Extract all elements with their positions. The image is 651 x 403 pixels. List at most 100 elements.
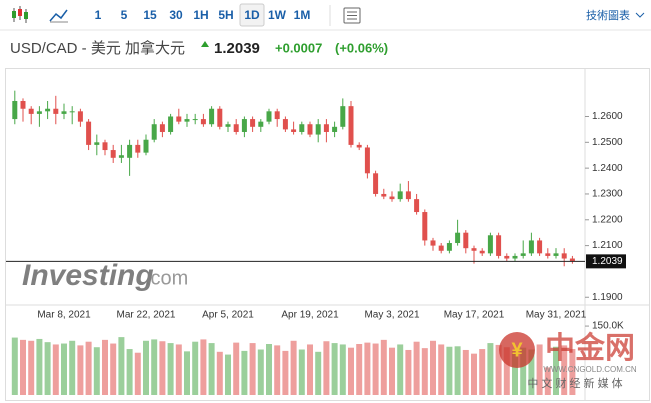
volume-bar xyxy=(134,352,141,395)
volume-bar xyxy=(257,349,264,395)
candle-body xyxy=(217,108,223,127)
candle-body xyxy=(36,111,42,114)
candle-body xyxy=(438,245,444,251)
candle-body xyxy=(241,119,247,132)
volume-bar xyxy=(274,345,281,395)
candle-body xyxy=(373,173,379,194)
candle-body xyxy=(471,248,477,251)
candle-body xyxy=(553,253,559,256)
volume-bar xyxy=(126,349,133,395)
volume-bar xyxy=(471,353,477,395)
volume-bar xyxy=(28,340,35,395)
up-arrow xyxy=(201,41,209,47)
candle-body xyxy=(430,240,436,246)
chevron[interactable] xyxy=(635,12,645,18)
x-tick-label: May 17, 2021 xyxy=(444,310,505,321)
y-tick-label: 1.2400 xyxy=(592,163,623,174)
candle-body xyxy=(28,108,34,114)
candle-body xyxy=(102,142,108,151)
settings-icon[interactable] xyxy=(343,7,361,24)
candle-body xyxy=(20,100,26,109)
candle-body xyxy=(307,124,313,135)
candle-body xyxy=(266,111,272,122)
y-tick-label: 1.2100 xyxy=(592,240,623,251)
volume-bar xyxy=(348,347,354,395)
volume-bar xyxy=(20,339,26,395)
volume-bar xyxy=(61,343,67,395)
volume-bar xyxy=(52,344,59,395)
candle-body xyxy=(323,124,329,132)
volume-bar xyxy=(249,343,256,395)
candle-body xyxy=(143,139,149,153)
volume-bar xyxy=(307,344,313,395)
y-tick-label: 1.2200 xyxy=(592,214,623,225)
volume-bar xyxy=(389,347,395,395)
interval-button[interactable]: 1W xyxy=(268,8,287,22)
interval-button[interactable]: 5H xyxy=(218,8,233,22)
volume-bar xyxy=(421,348,428,395)
volume-bar xyxy=(413,341,420,395)
candle-body xyxy=(405,191,411,200)
volume-bar xyxy=(372,343,379,395)
watermark-investing-suffix: .com xyxy=(145,267,188,289)
y-tick-label: 1.1900 xyxy=(592,292,623,303)
change-pct: (+0.06%) xyxy=(335,40,388,55)
volume-bar xyxy=(339,344,346,395)
candle-body xyxy=(225,124,231,127)
volume-bar xyxy=(184,351,190,395)
candle-body xyxy=(528,240,534,254)
chart-link[interactable]: 技術圖表 xyxy=(586,8,630,22)
volume-bar xyxy=(282,350,289,395)
interval-button[interactable]: 30 xyxy=(169,8,183,22)
volume-bar xyxy=(528,349,535,395)
candle-body xyxy=(561,253,567,259)
candle-body xyxy=(487,235,493,254)
volume-bar xyxy=(454,346,461,395)
volume-bar xyxy=(553,346,559,395)
volume-bar xyxy=(405,349,412,395)
volume-bar xyxy=(11,337,18,395)
y-tick-label: 1.2300 xyxy=(592,189,623,200)
interval-selected[interactable] xyxy=(239,3,265,27)
candle-body xyxy=(200,119,206,125)
interval-button[interactable]: 1M xyxy=(294,8,311,22)
chart-frame xyxy=(5,68,650,401)
candle-body xyxy=(504,255,510,259)
candle-body xyxy=(61,111,67,114)
price-label-bg xyxy=(586,254,626,269)
candle-body xyxy=(414,199,420,213)
interval-button[interactable]: 15 xyxy=(143,8,157,22)
candle-body xyxy=(512,255,518,259)
candle-body xyxy=(455,232,461,244)
interval-button[interactable]: 1H xyxy=(193,8,208,22)
interval-button[interactable]: 5 xyxy=(121,8,128,22)
volume-bar xyxy=(438,344,445,395)
line-icon[interactable] xyxy=(49,9,68,22)
candle-body xyxy=(184,119,190,122)
candle-body xyxy=(12,100,18,120)
candle-body xyxy=(274,111,280,120)
volume-bar xyxy=(512,351,518,395)
volume-bar xyxy=(356,344,363,395)
interval-button[interactable]: 1 xyxy=(95,8,102,22)
x-tick-label: Apr 5, 2021 xyxy=(202,310,254,321)
candle-body xyxy=(135,144,141,153)
candle-body xyxy=(176,116,182,122)
cngold-logo xyxy=(499,332,535,368)
volume-bar xyxy=(298,349,305,395)
candle-body xyxy=(282,119,288,130)
volume-tick-label: 150.0K xyxy=(592,321,624,332)
volume-bar xyxy=(77,345,84,395)
interval-button[interactable]: 1D xyxy=(244,8,260,22)
candle-body xyxy=(422,212,428,241)
volume-bar xyxy=(151,339,158,395)
volume-bar xyxy=(569,349,576,395)
candle-body xyxy=(545,253,551,256)
candle-icon[interactable] xyxy=(12,6,28,23)
watermark-investing: Investing xyxy=(22,259,154,292)
candle-body xyxy=(159,124,165,132)
volume-bar xyxy=(446,346,453,395)
volume-bar xyxy=(544,367,551,395)
candle-body xyxy=(233,124,239,132)
